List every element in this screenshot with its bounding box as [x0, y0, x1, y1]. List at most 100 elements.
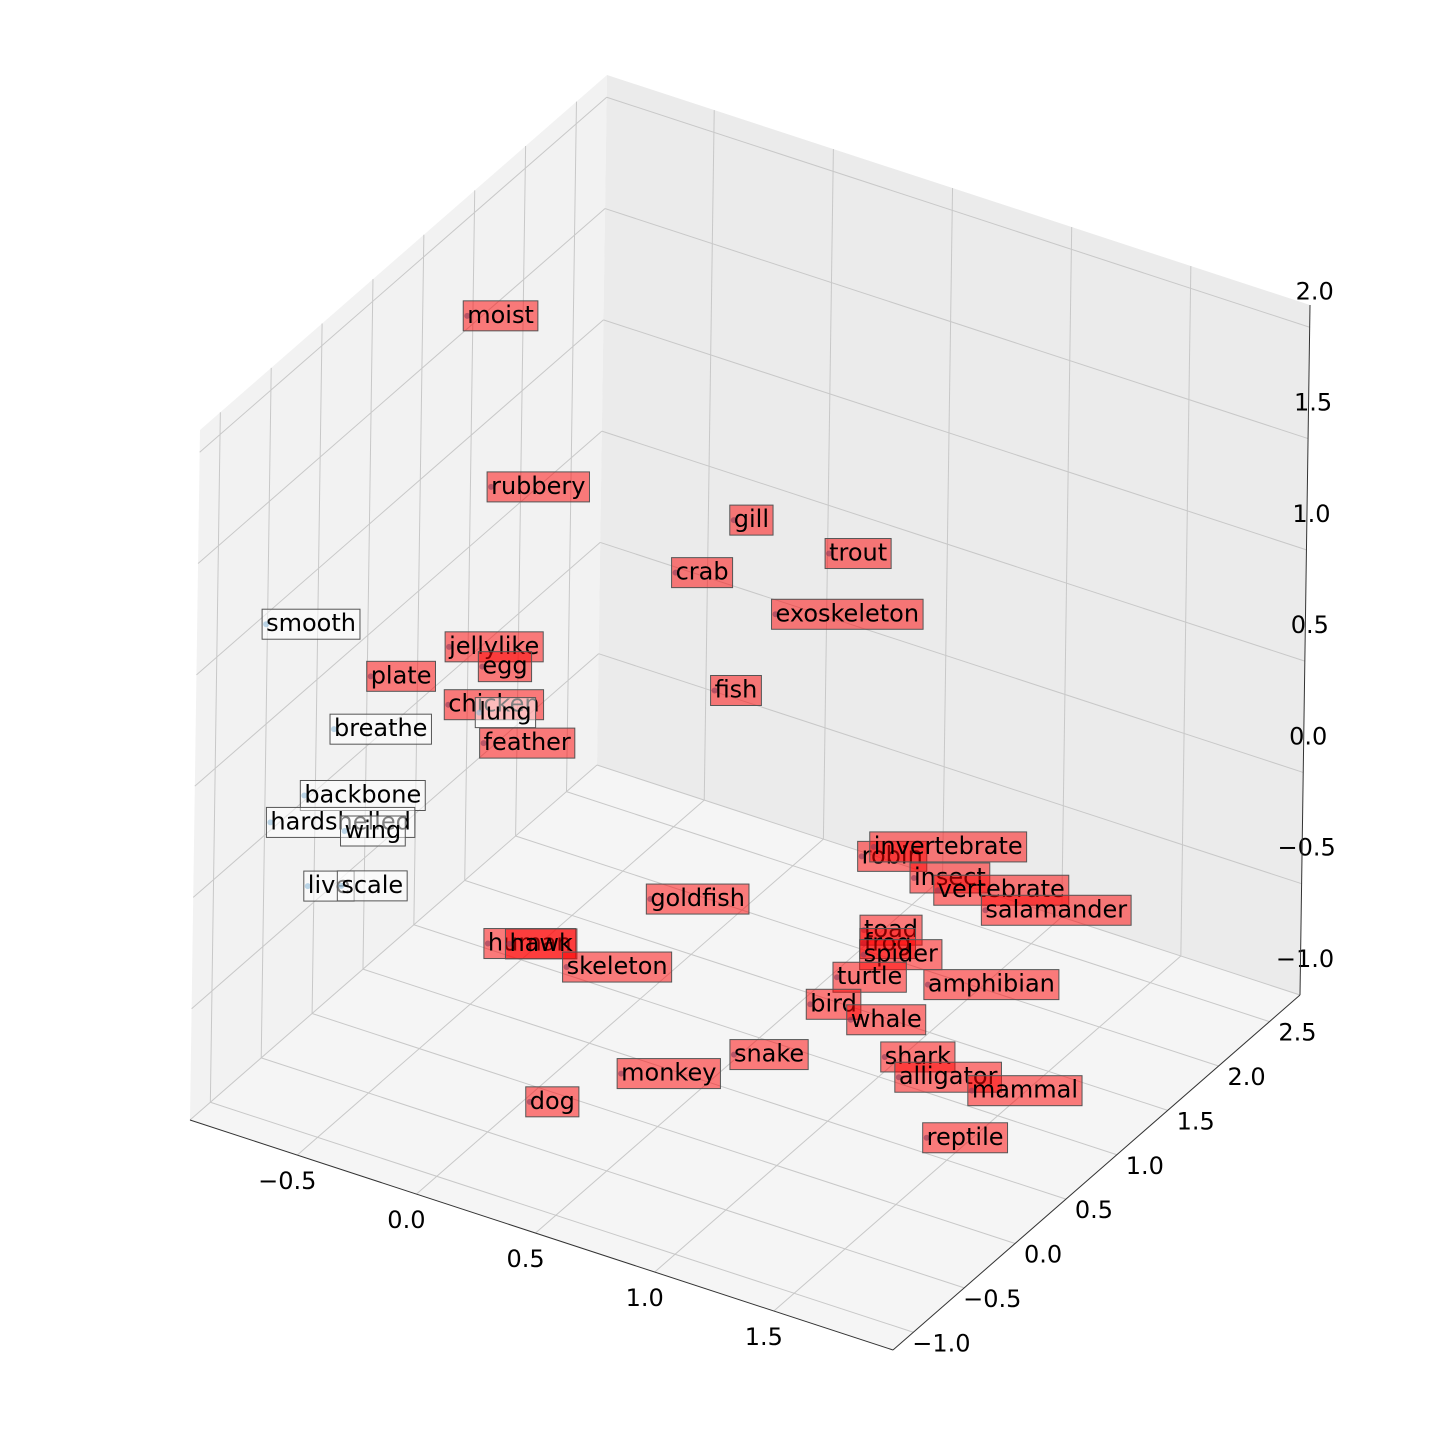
y-tick-label: −1.0	[912, 1329, 970, 1357]
point-label: feather	[479, 727, 576, 759]
point-label: snake	[729, 1039, 809, 1071]
label-text: egg	[482, 652, 527, 680]
label-box	[562, 951, 673, 983]
point-label: skeleton	[562, 951, 673, 983]
z-tick-label: −1.0	[1276, 945, 1334, 973]
grid-line	[210, 1101, 914, 1333]
grid-line	[606, 96, 1310, 328]
grid-line	[261, 1057, 965, 1289]
label-box	[671, 557, 734, 589]
point-label: whale	[846, 1004, 927, 1036]
point-label: lung	[474, 697, 537, 729]
y-tick-label: 1.5	[1177, 1107, 1215, 1135]
z-tick-label: 1.0	[1292, 500, 1330, 528]
label-text: turtle	[837, 962, 902, 990]
label-text: smooth	[266, 609, 356, 637]
label-box	[479, 727, 576, 759]
point-label: dog	[525, 1086, 580, 1118]
label-text: reptile	[927, 1123, 1004, 1151]
point-label: mammal	[967, 1075, 1083, 1107]
z-tick-label: 1.5	[1294, 389, 1332, 417]
label-text: invertebrate	[874, 832, 1023, 860]
label-text: scale	[341, 871, 403, 899]
y-axis-line	[892, 994, 1301, 1351]
point-label: reptile	[922, 1122, 1009, 1154]
label-box	[340, 815, 406, 847]
point-label: gill	[729, 504, 774, 536]
grid-line	[296, 799, 705, 1156]
label-text: breathe	[334, 714, 427, 742]
label-text: amphibian	[928, 970, 1055, 998]
label-text: snake	[734, 1040, 804, 1068]
z-axis-line	[1299, 304, 1311, 996]
label-box	[462, 300, 539, 332]
x-tick-label: 1.5	[745, 1323, 783, 1351]
point-label: breathe	[329, 713, 432, 745]
x-tick-label: −0.5	[258, 1167, 316, 1195]
point-label: wing	[340, 815, 406, 847]
y-tick-label: 2.0	[1228, 1063, 1266, 1091]
grid-line	[199, 96, 608, 453]
pane-back	[597, 75, 1310, 995]
grid-line	[1061, 227, 1073, 918]
label-box	[729, 504, 774, 536]
label-box	[922, 1122, 1009, 1154]
label-text: rubbery	[491, 472, 585, 500]
point-label: moist	[462, 300, 539, 332]
label-box	[336, 870, 408, 902]
label-text: crab	[676, 558, 729, 586]
label-text: monkey	[621, 1059, 716, 1087]
point-label: egg	[477, 651, 533, 683]
grid-line	[362, 279, 374, 970]
label-text: backbone	[304, 780, 421, 808]
label-box	[923, 969, 1060, 1001]
point-label: salamander	[980, 894, 1132, 926]
label-box	[477, 651, 533, 683]
grid-line	[260, 367, 272, 1058]
label-box	[710, 674, 762, 706]
x-tick-label: 0.0	[387, 1206, 425, 1234]
label-text: gill	[734, 505, 769, 533]
point-label: smooth	[261, 608, 361, 640]
y-tick-label: −0.5	[963, 1285, 1021, 1313]
label-box	[616, 1058, 721, 1090]
label-text: lung	[479, 698, 531, 726]
point-label: goldfish	[645, 883, 750, 915]
label-text: mammal	[972, 1076, 1078, 1104]
label-text: dog	[530, 1087, 575, 1115]
x-tick-label: 0.5	[506, 1245, 544, 1273]
label-box	[261, 608, 361, 640]
y-tick-label: 0.5	[1075, 1196, 1113, 1224]
label-text: fish	[715, 675, 758, 703]
point-label: backbone	[299, 779, 426, 811]
point-label: amphibian	[923, 969, 1060, 1001]
label-box	[366, 660, 436, 692]
grid-line	[416, 838, 824, 1195]
grid-line	[601, 430, 1305, 662]
label-box	[645, 883, 750, 915]
grid-line	[189, 764, 598, 1121]
label-text: exoskeleton	[776, 599, 920, 627]
label-box	[486, 471, 590, 503]
grid-line	[822, 149, 834, 840]
point-label: turtle	[832, 961, 907, 993]
point-label: monkey	[616, 1058, 721, 1090]
y-tick-label: 1.0	[1126, 1152, 1164, 1180]
grid-line	[703, 110, 715, 801]
z-tick-label: 0.5	[1291, 611, 1329, 639]
label-box	[474, 697, 537, 729]
grid-line	[603, 319, 1307, 551]
label-text: skeleton	[567, 952, 668, 980]
grid-line	[1180, 266, 1192, 957]
point-label: plate	[366, 660, 436, 692]
label-box	[869, 831, 1028, 863]
label-text: whale	[851, 1005, 922, 1033]
label-box	[329, 713, 432, 745]
label-text: trout	[829, 539, 887, 567]
y-tick-label: 0.0	[1024, 1241, 1062, 1269]
label-text: plate	[371, 661, 432, 689]
point-label: scale	[336, 870, 408, 902]
point-label: crab	[671, 557, 734, 589]
